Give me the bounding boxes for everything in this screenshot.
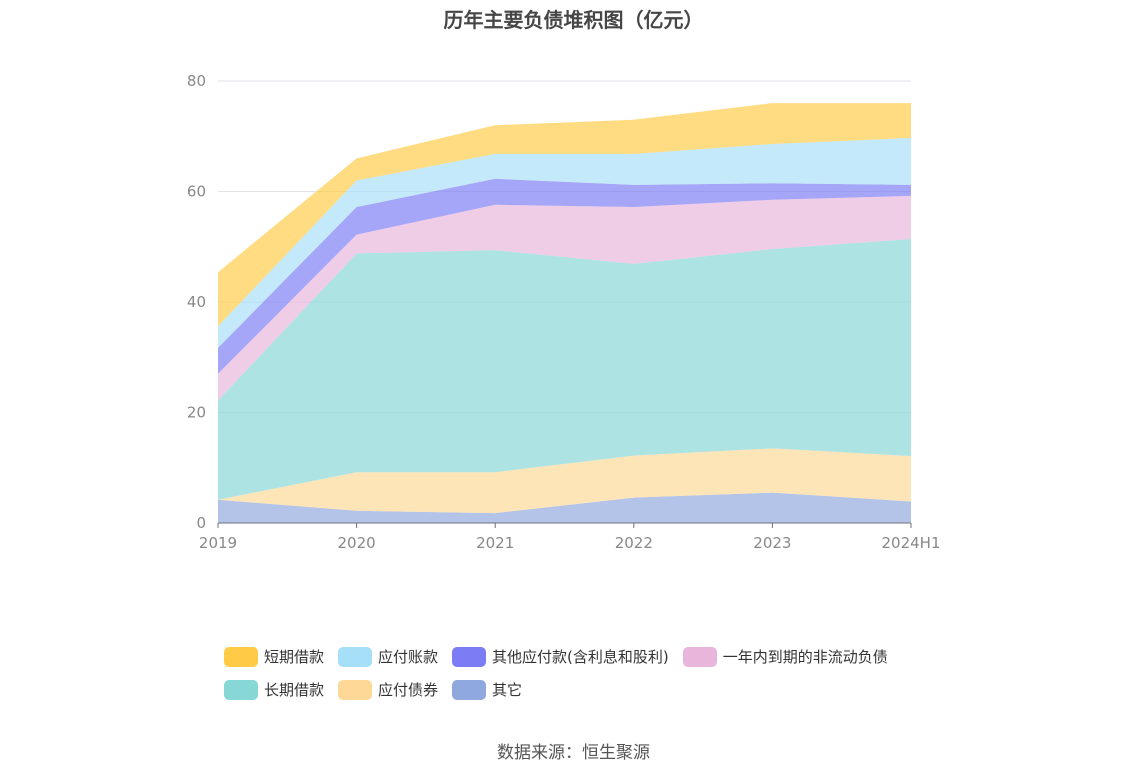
y-tick-label: 20 [187,404,206,422]
legend-item[interactable]: 其他应付款(含利息和股利) [452,646,669,667]
y-tick-label: 0 [196,514,206,532]
area-series-2 [218,239,911,500]
legend-label: 其它 [492,681,523,699]
legend-item[interactable]: 一年内到期的非流动负债 [682,646,888,667]
legend-swatch [224,679,258,700]
area-series-5 [218,137,911,348]
y-tick-label: 40 [187,293,206,311]
legend-item[interactable]: 其它 [452,679,522,700]
area-series-0 [218,492,911,523]
legend-item[interactable]: 应付账款 [338,646,438,667]
legend-label: 短期借款 [264,648,325,666]
legend-swatch [452,646,487,667]
legend-label: 应付账款 [378,648,439,666]
legend-swatch [682,646,717,667]
data-source: 数据来源：恒生聚源 [497,743,650,763]
legend-swatch [338,679,373,700]
x-tick-label: 2024H1 [882,534,941,552]
area-series-3 [218,195,911,401]
x-tick-label: 2020 [338,534,376,552]
legend-label: 应付债券 [378,681,439,699]
legend-item[interactable]: 短期借款 [224,646,324,667]
area-series-1 [218,448,911,514]
stacked-area-chart: 0 20 40 60 80 2019 2020 2021 2022 2023 2024H1 [187,72,941,552]
legend: 短期借款 应付账款 其他应付款(含利息和股利) 一年内到期的非流动负债 长期借款 应付债… [224,640,944,706]
x-tick-label: 2023 [753,534,791,552]
legend-row-1: 短期借款 应付账款 其他应付款(含利息和股利) 一年内到期的非流动负债 [224,640,944,673]
legend-label: 其他应付款(含利息和股利) [492,648,669,666]
x-tick-label: 2019 [199,534,237,552]
legend-swatch [224,646,258,667]
legend-swatch [338,646,373,667]
legend-row-2: 长期借款 应付债券 其它 [224,673,944,706]
y-tick-label: 80 [187,72,206,90]
chart-title: 历年主要负债堆积图（亿元） [443,8,704,32]
area-series-6 [218,103,911,327]
legend-item[interactable]: 应付债券 [338,679,438,700]
legend-label: 一年内到期的非流动负债 [722,648,888,666]
x-tick-label: 2022 [615,534,653,552]
x-tick-label: 2021 [476,534,514,552]
legend-item[interactable]: 长期借款 [224,679,324,700]
legend-swatch [452,679,487,700]
y-tick-label: 60 [187,183,206,201]
legend-label: 长期借款 [264,681,325,699]
